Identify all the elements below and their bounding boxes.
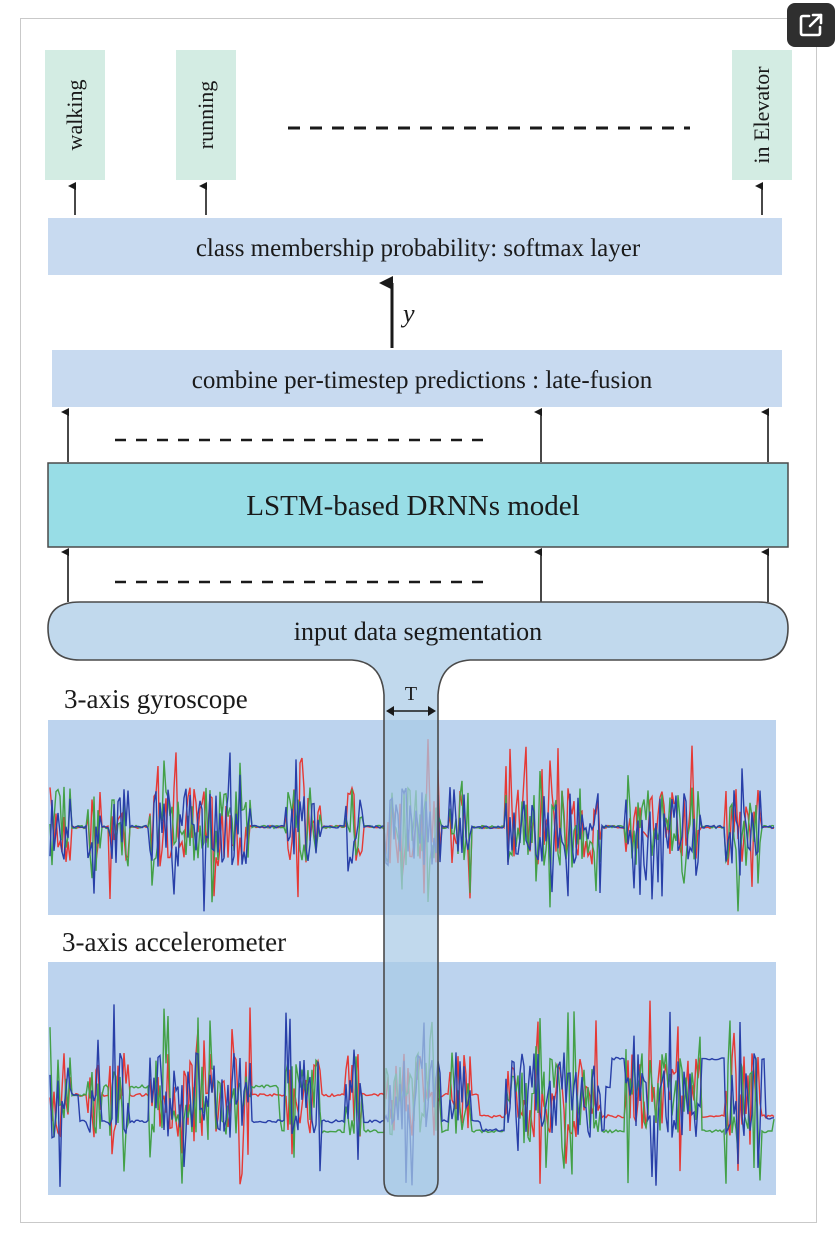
late-fusion-label: combine per-timestep predictions : late-… — [192, 367, 653, 394]
y-symbol: y — [400, 299, 415, 328]
late-fusion-box: combine per-timestep predictions : late-… — [52, 350, 782, 407]
input-segmentation-funnel — [47, 601, 789, 1197]
window-arrow-left-head — [386, 706, 394, 716]
segmentation-label: input data segmentation — [294, 617, 542, 646]
gyroscope-label: 3-axis gyroscope — [64, 684, 248, 714]
class-label-in-elevator: in Elevator — [749, 66, 774, 164]
accelerometer-label: 3-axis accelerometer — [62, 927, 286, 957]
class-label-walking: walking — [62, 80, 87, 151]
softmax-layer-box: class membership probability: softmax la… — [48, 218, 782, 275]
window-label: T — [405, 683, 417, 705]
class-box-in-elevator: in Elevator — [732, 50, 792, 180]
class-label-running: running — [193, 81, 218, 149]
external-link-icon — [799, 13, 823, 37]
lstm-model-label: LSTM-based DRNNs model — [246, 490, 579, 522]
lstm-model-box: LSTM-based DRNNs model — [47, 462, 789, 548]
softmax-label: class membership probability: softmax la… — [196, 235, 641, 262]
window-arrow-right-head — [428, 706, 436, 716]
class-box-walking: walking — [45, 50, 105, 180]
class-box-running: running — [176, 50, 236, 180]
open-in-new-tab-button[interactable] — [787, 3, 835, 47]
